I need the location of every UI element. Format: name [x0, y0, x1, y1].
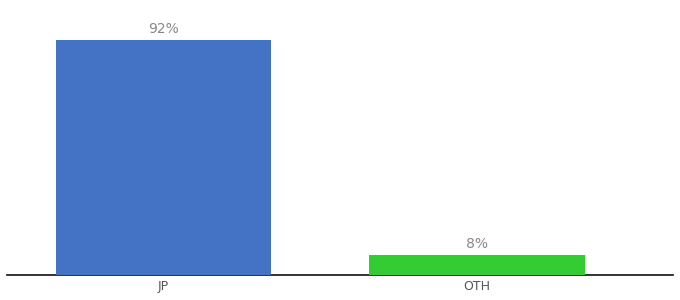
Bar	[369, 255, 585, 275]
Text: 92%: 92%	[148, 22, 179, 36]
Text: 8%: 8%	[466, 237, 488, 251]
Bar	[56, 40, 271, 275]
